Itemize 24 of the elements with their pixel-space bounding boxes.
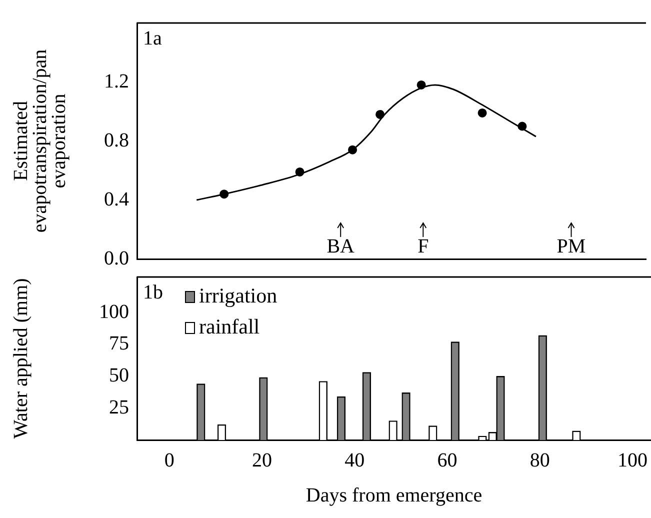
ref-line-label: PM (556, 235, 586, 258)
ref-line-label: F (418, 235, 429, 258)
x-tick-label: 60 (437, 449, 458, 472)
y-axis-title: Estimated evapotranspiration/pan evaporation (10, 49, 70, 233)
x-tick-label: 80 (530, 449, 550, 472)
legend-label: irrigation (199, 284, 278, 308)
annotation: 1b (143, 281, 163, 304)
y-tick-label: 50 (109, 364, 129, 387)
y-axis-title: Water applied (mm) (10, 278, 32, 439)
annotation: 1a (143, 27, 162, 50)
ref-line-label: BA (326, 235, 356, 258)
legend-label: rainfall (199, 314, 260, 339)
y-tick-label: 0.0 (104, 247, 129, 270)
y-tick-label: 0.4 (104, 188, 129, 210)
y-tick-label: 100 (99, 300, 129, 323)
x-axis-title: Days from emergence (306, 484, 482, 506)
y-tick-label: 25 (109, 396, 129, 418)
x-tick-label: 40 (344, 449, 365, 472)
x-tick-label: 0 (164, 449, 174, 472)
x-tick-label: 100 (617, 449, 648, 472)
x-tick-label: 20 (252, 449, 272, 472)
y-tick-label: 75 (109, 332, 129, 355)
y-tick-label: 1.2 (104, 70, 129, 92)
y-tick-label: 0.8 (104, 129, 129, 152)
